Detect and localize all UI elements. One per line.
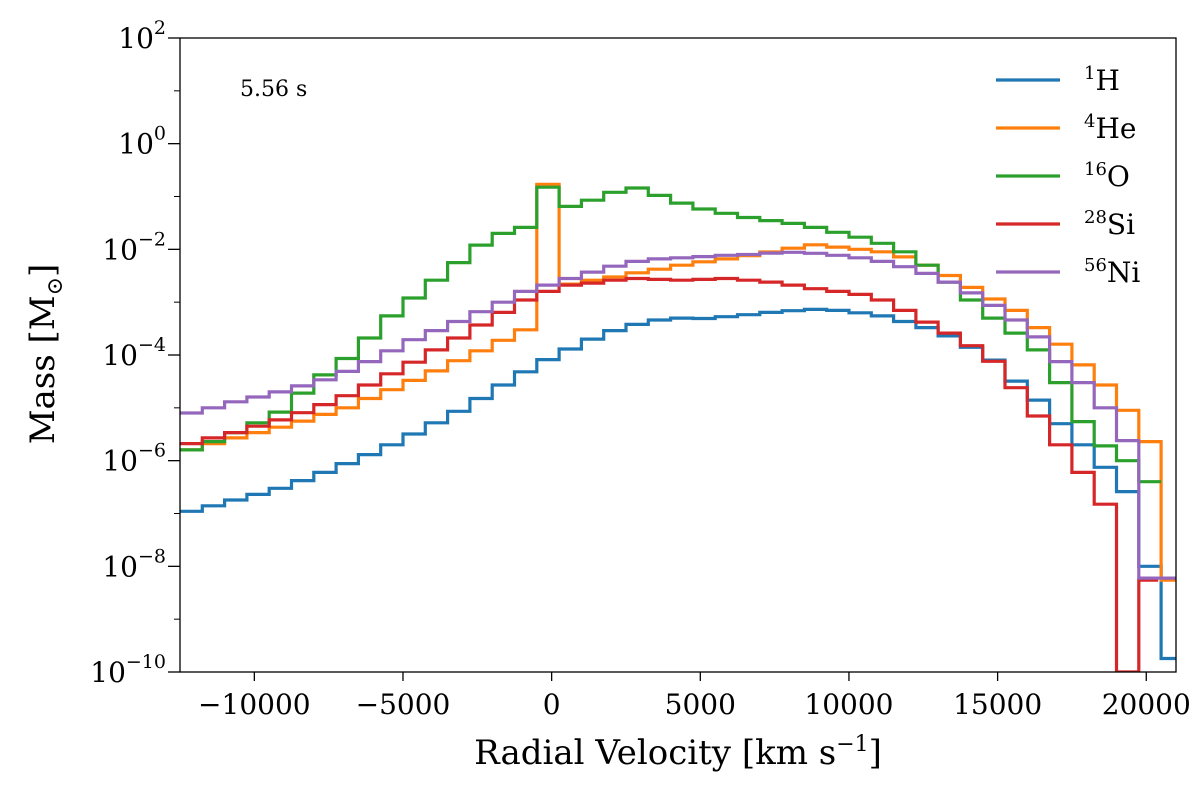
time-annotation: 5.56 s [240, 77, 307, 102]
y-tick-label: 10−10 [90, 651, 166, 689]
y-tick-label: 10−8 [102, 545, 166, 583]
legend-label: 56Ni [1084, 255, 1140, 289]
x-axis-title: Radial Velocity [km s−1] [474, 732, 882, 773]
ticks-layer: −10000 −5000 0 5000 10000 15000 20000 102 100 10−… [90, 17, 1191, 721]
legend-label: 1H [1084, 63, 1120, 97]
y-tick-label: 10−4 [102, 334, 166, 372]
x-tick-label: 5000 [665, 688, 736, 721]
series-layer [180, 182, 1176, 672]
series-line-o [180, 185, 1162, 484]
series-line-si [180, 276, 1159, 672]
legend-label: 4He [1084, 111, 1136, 145]
x-tick-label: 15000 [953, 688, 1042, 721]
y-tick-label: 10−2 [102, 228, 166, 266]
x-tick-label: 20000 [1102, 688, 1191, 721]
x-tick-label: 10000 [804, 688, 893, 721]
legend: 1H 4He 16O 28Si 56Ni [996, 63, 1140, 289]
series-line-he [180, 182, 1176, 582]
series-line-h [180, 307, 1176, 661]
legend-label: 16O [1084, 159, 1130, 193]
y-tick-label: 100 [118, 123, 166, 161]
plot-frame [179, 37, 1177, 673]
series-line-ni [180, 250, 1176, 580]
x-tick-label: 0 [543, 688, 561, 721]
y-tick-label: 10−6 [102, 440, 166, 478]
legend-label: 28Si [1084, 207, 1135, 241]
y-tick-label: 102 [118, 17, 166, 55]
x-tick-label: −10000 [198, 688, 311, 721]
y-axis-title: Mass [M⊙] [23, 264, 68, 445]
x-tick-label: −5000 [356, 688, 451, 721]
